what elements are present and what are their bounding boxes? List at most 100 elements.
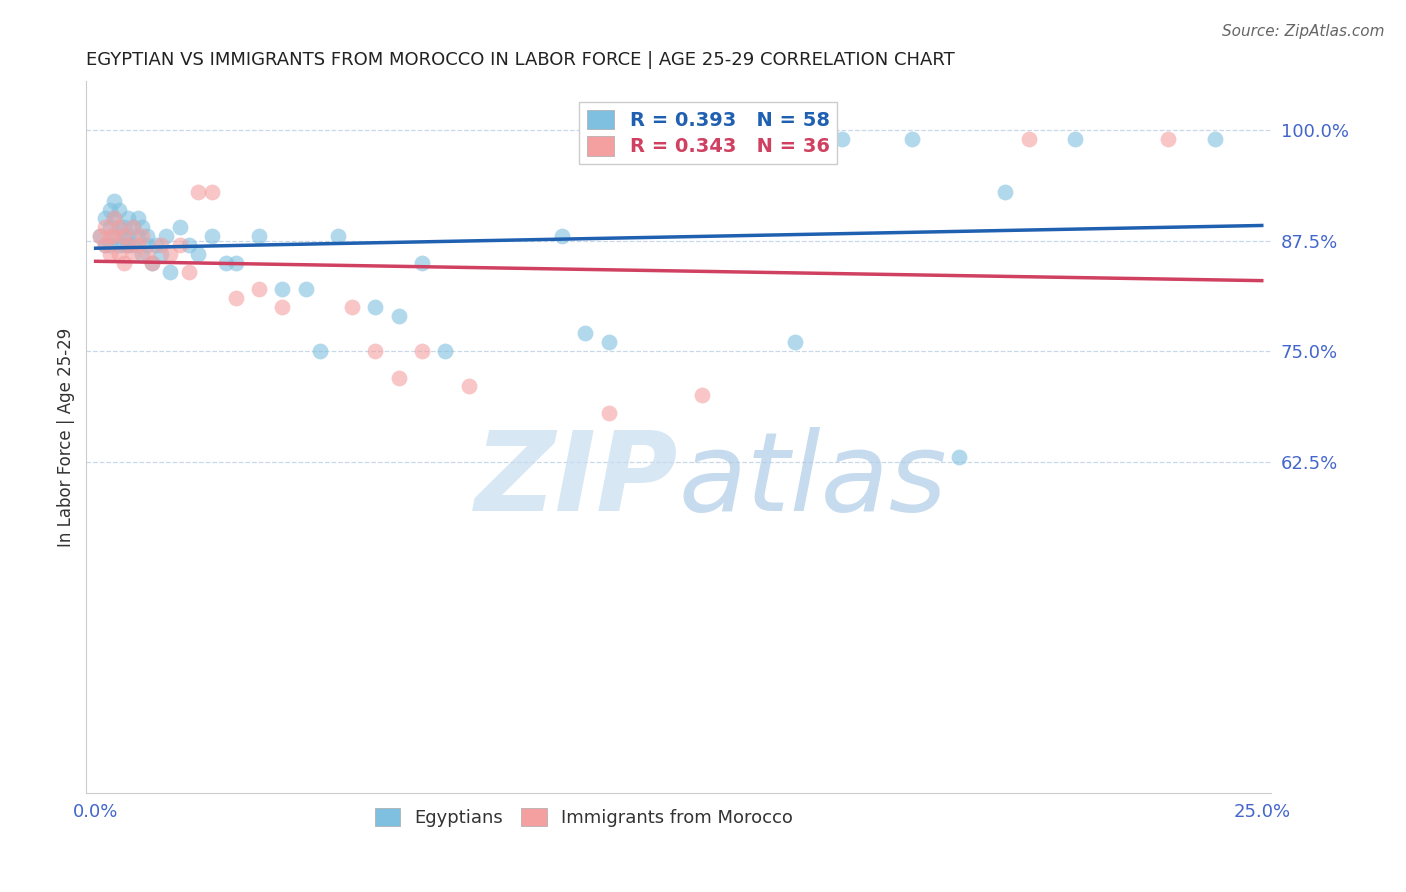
Point: [98, 247, 121, 261]
Point: [714, 132, 737, 146]
Point: [785, 335, 807, 350]
Point: [112, 255, 135, 269]
Point: [149, 238, 172, 252]
Point: [177, 264, 200, 278]
Point: [117, 211, 139, 226]
Point: [1157, 132, 1180, 146]
Text: atlas: atlas: [679, 426, 948, 533]
Point: [328, 229, 350, 244]
Point: [187, 185, 209, 199]
Point: [94, 220, 117, 235]
Point: [103, 211, 125, 226]
Point: [364, 300, 387, 314]
Point: [112, 229, 135, 244]
Point: [103, 194, 125, 208]
Point: [131, 220, 153, 235]
Point: [177, 238, 200, 252]
Point: [108, 238, 131, 252]
Point: [112, 220, 135, 235]
Point: [308, 344, 330, 359]
Point: [1064, 132, 1087, 146]
Point: [364, 344, 387, 359]
Point: [149, 247, 172, 261]
Point: [388, 370, 411, 384]
Point: [574, 326, 596, 341]
Point: [127, 238, 149, 252]
Point: [122, 238, 145, 252]
Point: [434, 344, 457, 359]
Point: [117, 229, 139, 244]
Point: [94, 211, 117, 226]
Point: [831, 132, 853, 146]
Point: [98, 229, 121, 244]
Point: [1018, 132, 1040, 146]
Point: [457, 379, 479, 393]
Point: [127, 211, 149, 226]
Point: [271, 300, 294, 314]
Point: [411, 255, 433, 269]
Point: [127, 229, 149, 244]
Point: [187, 247, 209, 261]
Text: ZIP: ZIP: [475, 426, 679, 533]
Point: [598, 335, 620, 350]
Y-axis label: In Labor Force | Age 25-29: In Labor Force | Age 25-29: [58, 327, 75, 547]
Point: [108, 247, 131, 261]
Point: [145, 238, 167, 252]
Point: [141, 255, 163, 269]
Point: [122, 247, 145, 261]
Point: [155, 229, 177, 244]
Point: [141, 255, 163, 269]
Point: [112, 238, 135, 252]
Point: [98, 202, 121, 217]
Point: [690, 388, 713, 402]
Text: Source: ZipAtlas.com: Source: ZipAtlas.com: [1222, 24, 1385, 39]
Point: [89, 229, 111, 244]
Point: [948, 450, 970, 465]
Point: [108, 220, 131, 235]
Point: [136, 238, 159, 252]
Point: [598, 406, 620, 420]
Point: [131, 247, 153, 261]
Point: [225, 255, 247, 269]
Point: [94, 238, 117, 252]
Point: [271, 282, 294, 296]
Point: [215, 255, 238, 269]
Point: [122, 220, 145, 235]
Point: [98, 238, 121, 252]
Point: [89, 229, 111, 244]
Point: [388, 309, 411, 323]
Point: [411, 344, 433, 359]
Legend: Egyptians, Immigrants from Morocco: Egyptians, Immigrants from Morocco: [367, 800, 800, 834]
Point: [131, 229, 153, 244]
Point: [112, 229, 135, 244]
Point: [225, 291, 247, 305]
Point: [159, 247, 181, 261]
Point: [94, 238, 117, 252]
Point: [901, 132, 924, 146]
Point: [247, 229, 270, 244]
Point: [340, 300, 363, 314]
Text: EGYPTIAN VS IMMIGRANTS FROM MOROCCO IN LABOR FORCE | AGE 25-29 CORRELATION CHART: EGYPTIAN VS IMMIGRANTS FROM MOROCCO IN L…: [86, 51, 955, 69]
Point: [159, 264, 181, 278]
Point: [994, 185, 1017, 199]
Point: [551, 229, 574, 244]
Point: [136, 229, 159, 244]
Point: [668, 132, 690, 146]
Point: [294, 282, 316, 296]
Point: [108, 202, 131, 217]
Point: [103, 229, 125, 244]
Point: [108, 220, 131, 235]
Point: [117, 238, 139, 252]
Point: [103, 211, 125, 226]
Point: [169, 238, 191, 252]
Point: [247, 282, 270, 296]
Point: [136, 247, 159, 261]
Point: [169, 220, 191, 235]
Point: [201, 229, 224, 244]
Point: [98, 220, 121, 235]
Point: [1204, 132, 1226, 146]
Point: [122, 220, 145, 235]
Point: [103, 229, 125, 244]
Point: [201, 185, 224, 199]
Point: [117, 238, 139, 252]
